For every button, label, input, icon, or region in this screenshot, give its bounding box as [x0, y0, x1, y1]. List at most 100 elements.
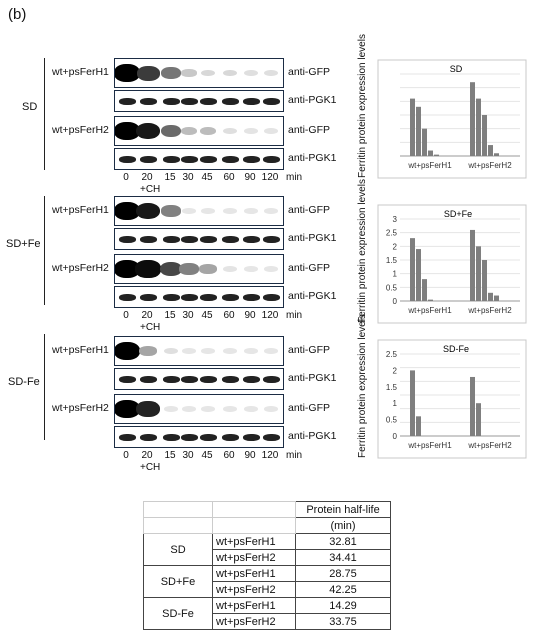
antibody-label: anti-PGK1 [288, 372, 337, 384]
pgk1-band [262, 235, 280, 243]
time-tick-label: 45 [201, 450, 213, 461]
pgk1-band [180, 97, 198, 105]
header-cell: Protein half-life [295, 501, 391, 518]
gfp-band [181, 405, 197, 413]
pgk1-band [221, 293, 239, 301]
time-tick-label: 0 [123, 172, 129, 183]
gfp-band [222, 207, 238, 215]
gfp-band [181, 207, 197, 215]
sample-label: wt+psFerH2 [52, 262, 109, 274]
pgk1-band [242, 375, 260, 383]
bar [410, 238, 415, 301]
table-header-row: (min) [143, 517, 391, 534]
pgk1-band [262, 375, 280, 383]
gfp-band [135, 400, 161, 418]
condition-label: SD+Fe [6, 238, 41, 250]
y-tick-label: 1 [393, 399, 398, 408]
table-header-row: Protein half-life [143, 501, 391, 518]
time-tick-label: 20 [141, 450, 153, 461]
gfp-band [263, 207, 279, 215]
antibody-label: anti-GFP [288, 344, 331, 356]
gfp-blot [114, 116, 284, 146]
gfp-band [263, 127, 279, 135]
y-tick-label: 0 [393, 297, 398, 306]
pgk1-band [118, 235, 136, 243]
gfp-band [263, 265, 279, 273]
condition-bracket [44, 334, 45, 440]
gfp-band [222, 127, 238, 135]
pgk1-band [139, 375, 157, 383]
y-tick-label: 0.5 [386, 416, 398, 425]
gfp-blot [114, 196, 284, 226]
condition-bracket [44, 58, 45, 170]
time-unit-label: min [286, 450, 303, 461]
gfp-band [135, 202, 161, 220]
pgk1-band [139, 235, 157, 243]
bar [488, 292, 493, 301]
gfp-band [200, 405, 216, 413]
sample-label: wt+psFerH2 [52, 402, 109, 414]
table-row: wt+psFerH2 42.25 [144, 581, 391, 598]
category-label: wt+psFerH2 [467, 161, 512, 170]
gfp-band [159, 261, 183, 277]
bar [416, 106, 421, 156]
time-tick-label: 120 [261, 172, 279, 183]
pgk1-band [242, 97, 260, 105]
time-tick-label: 60 [223, 450, 235, 461]
time-tick-label: 0 [123, 310, 129, 321]
category-label: wt+psFerH1 [407, 161, 452, 170]
time-tick-label: 45 [201, 172, 213, 183]
pgk1-blot [114, 426, 284, 448]
antibody-label: anti-GFP [288, 204, 331, 216]
pgk1-band [139, 97, 157, 105]
gfp-band [135, 260, 161, 278]
time-tick-label: 120 [261, 450, 279, 461]
table-row: SD-Fe wt+psFerH1 14.29 [143, 597, 391, 630]
bar [482, 260, 487, 301]
sample-label: wt+psFerH1 [52, 66, 109, 78]
gfp-band [243, 347, 259, 355]
time-tick-label: 15 [164, 310, 176, 321]
time-tick-label: 60 [223, 310, 235, 321]
time-unit-label: min [286, 172, 303, 183]
antibody-label: anti-PGK1 [288, 152, 337, 164]
gfp-band [115, 122, 140, 140]
pgk1-band [139, 433, 157, 441]
chase-label: +CH [140, 322, 161, 333]
chase-label: +CH [140, 462, 161, 473]
table-row: wt+psFerH2 34.41 [144, 549, 391, 566]
pgk1-blot [114, 286, 284, 308]
value-cell: 32.81 [295, 533, 391, 550]
value-cell: 42.25 [295, 581, 391, 598]
time-tick-label: 0 [123, 450, 129, 461]
category-label: wt+psFerH1 [407, 441, 452, 450]
chase-label: +CH [140, 184, 161, 195]
y-tick-label: 0 [393, 432, 398, 441]
empty-cell [143, 501, 213, 518]
pgk1-band [221, 375, 239, 383]
gfp-band [139, 346, 157, 356]
pgk1-band [199, 375, 217, 383]
time-tick-label: 45 [201, 310, 213, 321]
gfp-band [115, 400, 140, 418]
time-tick-label: 90 [244, 450, 256, 461]
pgk1-band [199, 293, 217, 301]
sample-label: wt+psFerH1 [52, 204, 109, 216]
empty-cell [212, 517, 296, 534]
table-row: SD wt+psFerH1 32.81 [143, 533, 391, 566]
bar [422, 279, 427, 301]
gfp-band [115, 260, 140, 278]
gfp-band [181, 347, 197, 355]
gfp-band [222, 69, 238, 77]
bar [494, 295, 499, 301]
bar [428, 299, 433, 301]
pgk1-band [162, 293, 180, 301]
time-tick-label: 15 [164, 172, 176, 183]
gfp-band [180, 126, 198, 136]
time-unit-label: min [286, 310, 303, 321]
time-tick-label: 30 [182, 450, 194, 461]
pgk1-blot [114, 148, 284, 170]
sample-cell: wt+psFerH1 [212, 597, 296, 614]
table-row: wt+psFerH2 33.75 [144, 613, 391, 630]
bar [410, 370, 415, 436]
